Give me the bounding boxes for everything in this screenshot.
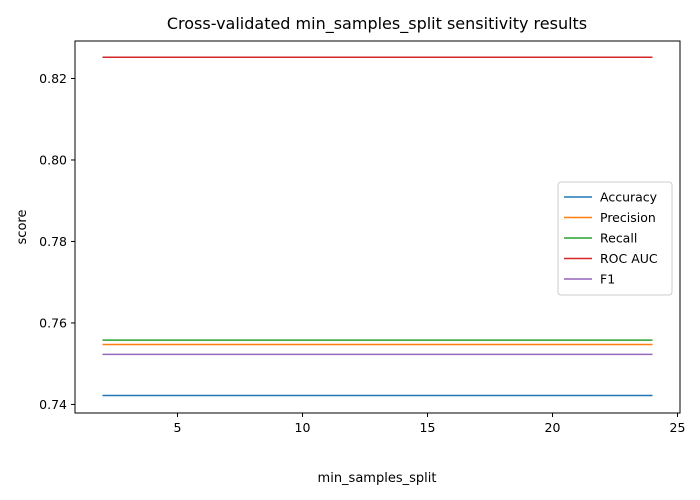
x-axis-ticks: 5 10 15 20 25 xyxy=(174,413,686,435)
chart-title: Cross-validated min_samples_split sensit… xyxy=(167,14,587,34)
y-tick-label: 0.76 xyxy=(39,315,67,330)
y-tick-label: 0.82 xyxy=(39,71,67,86)
plot-area-frame xyxy=(74,40,681,414)
legend-label-precision: Precision xyxy=(600,210,656,225)
y-tick-label: 0.80 xyxy=(39,152,67,167)
y-tick-label: 0.74 xyxy=(39,397,67,412)
y-axis-label: score xyxy=(15,210,30,245)
legend-label-recall: Recall xyxy=(600,231,637,246)
series-layer xyxy=(102,56,653,397)
x-tick-label: 20 xyxy=(545,420,561,435)
y-axis-ticks: 0.74 0.76 0.78 0.80 0.82 xyxy=(39,71,75,412)
legend-label-accuracy: Accuracy xyxy=(600,190,658,205)
x-tick-label: 5 xyxy=(174,420,182,435)
legend-label-roc-auc: ROC AUC xyxy=(600,251,658,266)
legend-label-f1: F1 xyxy=(600,272,615,287)
legend-box xyxy=(557,181,673,296)
x-axis-label: min_samples_split xyxy=(318,471,437,486)
x-tick-label: 10 xyxy=(295,420,311,435)
y-tick-label: 0.78 xyxy=(39,234,67,249)
x-tick-label: 15 xyxy=(420,420,436,435)
x-tick-label: 25 xyxy=(670,420,686,435)
legend: Accuracy Precision Recall ROC AUC F1 xyxy=(557,181,673,296)
